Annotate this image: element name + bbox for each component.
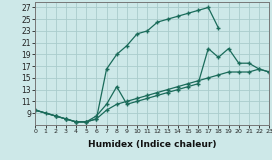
X-axis label: Humidex (Indice chaleur): Humidex (Indice chaleur): [88, 140, 217, 148]
